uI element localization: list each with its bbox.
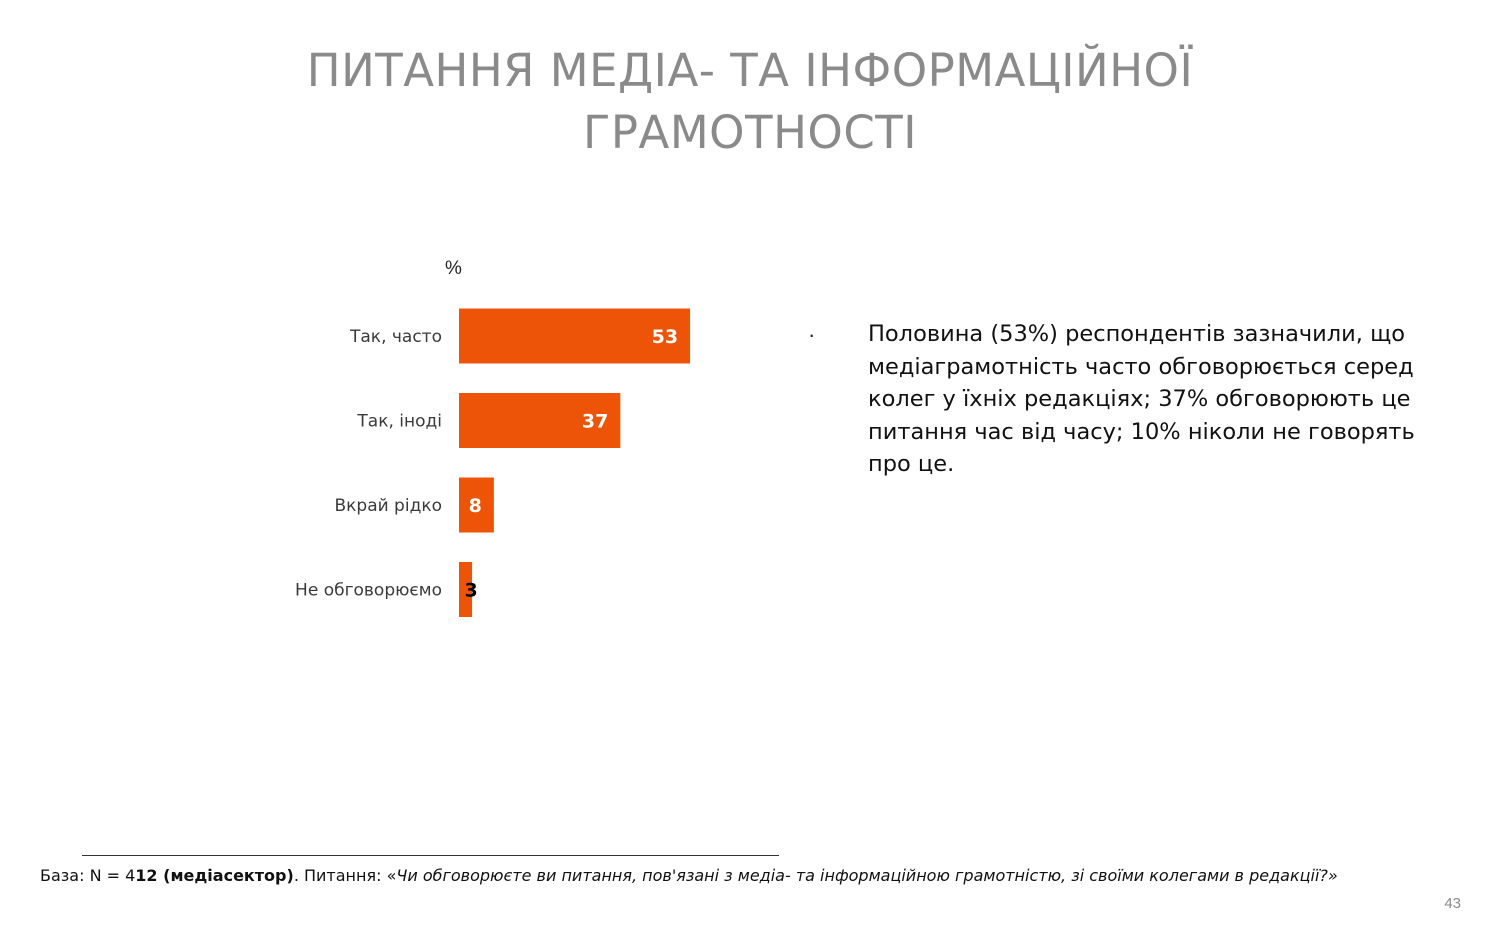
- chart-comment-text: Половина (53%) респондентів зазначили, щ…: [868, 321, 1415, 477]
- page-number: 43: [1444, 895, 1461, 912]
- category-label-4: Не обговорюємо: [295, 581, 442, 601]
- footnote-base-prefix: База: N = 4: [40, 866, 136, 885]
- footnote: База: N = 412 (медіасектор). Питання: «Ч…: [40, 866, 1480, 885]
- footnote-base-bold: 12 (медіасектор): [135, 866, 294, 885]
- value-label-3: 8: [469, 495, 482, 517]
- bar-2: [459, 393, 621, 448]
- chart-unit-label: %: [445, 258, 462, 279]
- value-label-2: 37: [582, 411, 608, 433]
- slide-title-line-1: ПИТАННЯ МЕДІА- ТА ІНФОРМАЦІЙНОЇ: [306, 44, 1194, 97]
- value-label-1: 53: [652, 326, 678, 348]
- category-label-3: Вкрай рідко: [334, 496, 442, 516]
- category-label-1: Так, часто: [349, 327, 442, 347]
- category-label-2: Так, іноді: [356, 412, 442, 432]
- slide-title-line-2: ГРАМОТНОСТІ: [582, 106, 918, 159]
- comment-bullet: ·: [808, 322, 816, 347]
- footnote-question-prefix: . Питання: «: [293, 866, 397, 885]
- value-label-4: 3: [464, 580, 477, 602]
- footnote-question-text: Чи обговорюєте ви питання, пов'язані з м…: [396, 866, 1338, 885]
- footnote-divider: [82, 855, 779, 856]
- bar-1: [459, 308, 691, 364]
- bar-3: [459, 477, 494, 533]
- bar-4: [459, 562, 473, 617]
- slide-title: ПИТАННЯ МЕДІА- ТА ІНФОРМАЦІЙНОЇ ГРАМОТНО…: [0, 40, 1500, 164]
